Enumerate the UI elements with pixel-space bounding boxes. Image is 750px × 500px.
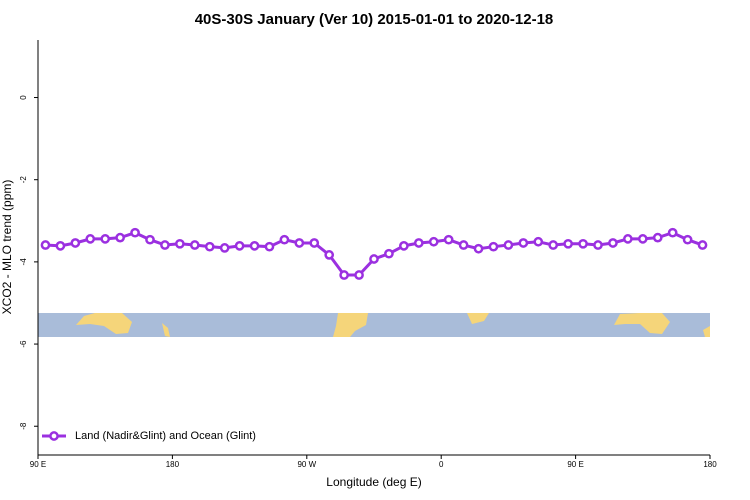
point (533, 236, 544, 247)
land (76, 313, 132, 334)
point (488, 241, 499, 252)
land (703, 326, 710, 337)
point (428, 236, 439, 247)
point (339, 270, 349, 280)
y-tick-label: -4 (19, 258, 28, 266)
point (309, 238, 320, 248)
x-tick-label: 90 W (297, 460, 316, 469)
y-tick-label: -8 (19, 422, 28, 430)
point (623, 234, 633, 244)
y-tick-label: -6 (19, 340, 28, 348)
point (40, 240, 51, 250)
point (697, 240, 708, 250)
point (234, 241, 245, 251)
legend-marker (49, 431, 59, 441)
point (458, 240, 469, 250)
point (637, 234, 648, 244)
point (369, 254, 379, 264)
legend-label: Land (Nadir&Glint) and Ocean (Glint) (75, 430, 256, 442)
land (333, 313, 368, 337)
point (563, 238, 573, 249)
point (100, 234, 111, 244)
point (294, 238, 305, 248)
x-tick-label: 90 E (30, 460, 46, 469)
point (473, 243, 484, 254)
point (145, 234, 155, 245)
point (175, 238, 185, 249)
point (160, 240, 170, 250)
point (85, 234, 96, 244)
point (518, 238, 529, 248)
ocean (38, 313, 710, 337)
point (593, 240, 603, 250)
point (548, 240, 559, 250)
point (399, 241, 409, 251)
x-tick-label: 90 E (567, 460, 583, 469)
point (130, 227, 140, 238)
point (219, 243, 230, 253)
point (264, 241, 275, 252)
point (384, 248, 394, 259)
y-axis-label: XCO2 - MLO trend (ppm) (0, 180, 14, 315)
point (667, 227, 678, 238)
point (413, 238, 424, 248)
land (162, 323, 170, 337)
series-line (45, 231, 704, 277)
land (467, 313, 489, 324)
point (682, 234, 693, 245)
land (614, 313, 670, 334)
point (70, 238, 81, 248)
y-tick-label: -2 (19, 176, 28, 184)
point (354, 270, 364, 280)
point (652, 232, 663, 243)
point (279, 234, 290, 245)
point (204, 241, 215, 252)
map-strip (38, 313, 710, 337)
point (189, 240, 200, 250)
point (608, 238, 618, 248)
chart-title: 40S-30S January (Ver 10) 2015-01-01 to 2… (195, 11, 554, 28)
x-axis-label: Longitude (deg E) (326, 475, 421, 489)
x-tick-label: 180 (703, 460, 717, 469)
point (55, 241, 66, 251)
y-tick-label: 0 (19, 95, 28, 100)
point (115, 232, 125, 243)
point (443, 234, 454, 245)
point (249, 241, 260, 251)
point (578, 238, 588, 249)
x-tick-label: 180 (166, 460, 180, 469)
x-tick-label: 0 (439, 460, 444, 469)
point (324, 250, 335, 260)
point (503, 240, 514, 250)
